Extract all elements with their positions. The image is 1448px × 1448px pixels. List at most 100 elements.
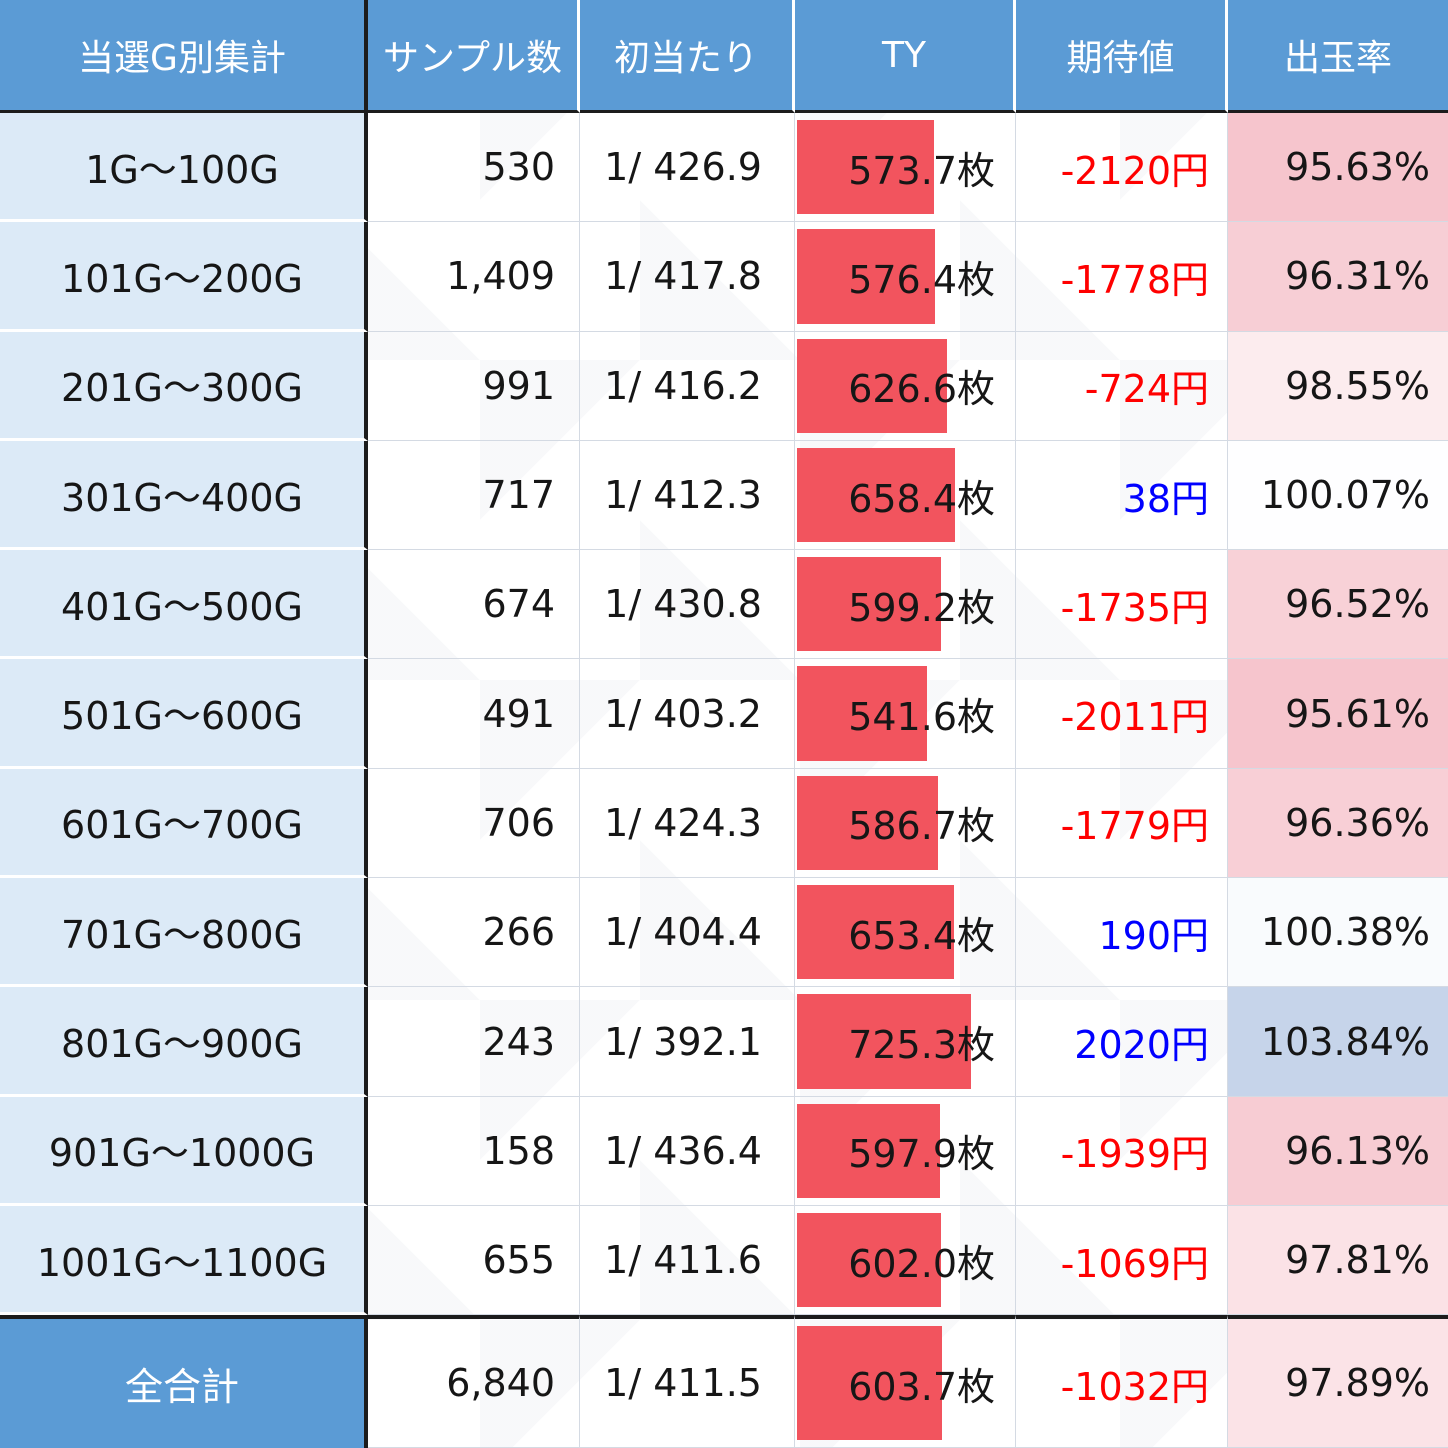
samples-cell: 1,409: [368, 222, 580, 332]
column-header-samples: サンプル数: [368, 0, 580, 113]
ty-value: 541.6枚: [848, 695, 995, 740]
column-header-ty: TY: [795, 0, 1016, 113]
samples-cell: 266: [368, 878, 580, 988]
ty-value: 599.2枚: [848, 585, 995, 630]
first-hit-cell: 1/ 424.3: [580, 768, 795, 879]
ty-value: 573.7枚: [848, 148, 995, 193]
ty-data-bar: [797, 1212, 942, 1308]
row-label: 101G〜200G: [0, 222, 368, 332]
ty-cell: 653.4枚: [795, 878, 1016, 988]
payout-rate-cell: 98.55%: [1228, 331, 1448, 441]
ty-data-bar: [797, 1103, 941, 1198]
row-label: 801G〜900G: [0, 987, 368, 1097]
expectation-cell: -1778円: [1016, 222, 1228, 332]
payout-rate-cell: 96.52%: [1228, 550, 1448, 660]
ty-cell: 725.3枚: [795, 987, 1016, 1097]
expectation-cell: -724円: [1016, 331, 1228, 441]
row-label: 901G〜1000G: [0, 1096, 368, 1206]
ty-data-bar: [797, 994, 971, 1089]
ty-value: 725.3枚: [848, 1023, 995, 1068]
expectation-cell: -2011円: [1016, 659, 1228, 769]
first-hit-cell: 1/ 412.3: [580, 440, 795, 551]
row-label: 401G〜500G: [0, 550, 368, 660]
ty-cell: 573.7枚: [795, 113, 1016, 223]
first-hit-cell: 1/ 411.5: [580, 1315, 795, 1448]
payout-rate-cell: 96.13%: [1228, 1096, 1448, 1206]
row-label: 301G〜400G: [0, 440, 368, 551]
ty-cell: 602.0枚: [795, 1205, 1016, 1316]
payout-rate-cell: 103.84%: [1228, 987, 1448, 1097]
expectation-cell: -1735円: [1016, 550, 1228, 660]
column-header-expectation: 期待値: [1016, 0, 1228, 113]
column-header-first-hit: 初当たり: [580, 0, 795, 113]
first-hit-cell: 1/ 430.8: [580, 550, 795, 660]
expectation-cell: -1069円: [1016, 1205, 1228, 1316]
expectation-cell: -1032円: [1016, 1315, 1228, 1448]
ty-data-bar: [797, 885, 954, 980]
samples-cell: 674: [368, 550, 580, 660]
ty-value: 658.4枚: [848, 476, 995, 521]
samples-cell: 530: [368, 113, 580, 223]
row-label: 201G〜300G: [0, 331, 368, 441]
samples-cell: 491: [368, 659, 580, 769]
ty-cell: 658.4枚: [795, 440, 1016, 551]
samples-cell: 158: [368, 1096, 580, 1206]
payout-rate-cell: 95.61%: [1228, 659, 1448, 769]
ty-data-bar: [797, 338, 948, 433]
samples-cell: 243: [368, 987, 580, 1097]
ty-cell: 541.6枚: [795, 659, 1016, 769]
first-hit-cell: 1/ 411.6: [580, 1205, 795, 1316]
payout-rate-cell: 96.36%: [1228, 768, 1448, 879]
payout-rate-cell: 97.81%: [1228, 1205, 1448, 1316]
ty-cell: 599.2枚: [795, 550, 1016, 660]
expectation-cell: 2020円: [1016, 987, 1228, 1097]
first-hit-cell: 1/ 404.4: [580, 878, 795, 988]
ty-value: 586.7枚: [848, 804, 995, 849]
ty-value: 602.0枚: [848, 1241, 995, 1286]
first-hit-cell: 1/ 417.8: [580, 222, 795, 332]
row-label: 701G〜800G: [0, 878, 368, 988]
first-hit-cell: 1/ 403.2: [580, 659, 795, 769]
row-label: 1G〜100G: [0, 113, 368, 223]
ty-value: 576.4枚: [848, 257, 995, 302]
column-header-payout: 出玉率: [1228, 0, 1448, 113]
first-hit-cell: 1/ 426.9: [580, 113, 795, 223]
first-hit-cell: 1/ 392.1: [580, 987, 795, 1097]
ty-data-bar: [797, 120, 935, 215]
ty-value: 653.4枚: [848, 913, 995, 958]
ty-cell: 626.6枚: [795, 331, 1016, 441]
row-label: 1001G〜1100G: [0, 1205, 368, 1316]
ty-data-bar: [797, 666, 927, 761]
ty-cell: 597.9枚: [795, 1096, 1016, 1206]
row-label: 501G〜600G: [0, 659, 368, 769]
samples-cell: 6,840: [368, 1315, 580, 1448]
ty-value: 597.9枚: [848, 1132, 995, 1177]
ty-data-bar: [797, 447, 955, 543]
ty-value: 626.6枚: [848, 367, 995, 412]
samples-cell: 991: [368, 331, 580, 441]
expectation-cell: -1779円: [1016, 768, 1228, 879]
ty-cell: 586.7枚: [795, 768, 1016, 879]
payout-rate-cell: 100.38%: [1228, 878, 1448, 988]
payout-rate-cell: 100.07%: [1228, 440, 1448, 551]
samples-cell: 717: [368, 440, 580, 551]
first-hit-cell: 1/ 416.2: [580, 331, 795, 441]
first-hit-cell: 1/ 436.4: [580, 1096, 795, 1206]
ty-cell: 576.4枚: [795, 222, 1016, 332]
samples-cell: 655: [368, 1205, 580, 1316]
ty-value: 603.7枚: [848, 1364, 995, 1409]
row-label: 601G〜700G: [0, 768, 368, 879]
payout-rate-cell: 97.89%: [1228, 1315, 1448, 1448]
row-label: 全合計: [0, 1315, 368, 1448]
expectation-cell: 38円: [1016, 440, 1228, 551]
expectation-cell: -2120円: [1016, 113, 1228, 223]
ty-data-bar: [797, 1326, 942, 1440]
column-header-label: 当選G別集計: [0, 0, 368, 113]
payout-rate-cell: 95.63%: [1228, 113, 1448, 223]
payout-rate-cell: 96.31%: [1228, 222, 1448, 332]
ty-data-bar: [797, 557, 941, 652]
ty-data-bar: [797, 229, 936, 324]
expectation-cell: 190円: [1016, 878, 1228, 988]
samples-cell: 706: [368, 768, 580, 879]
